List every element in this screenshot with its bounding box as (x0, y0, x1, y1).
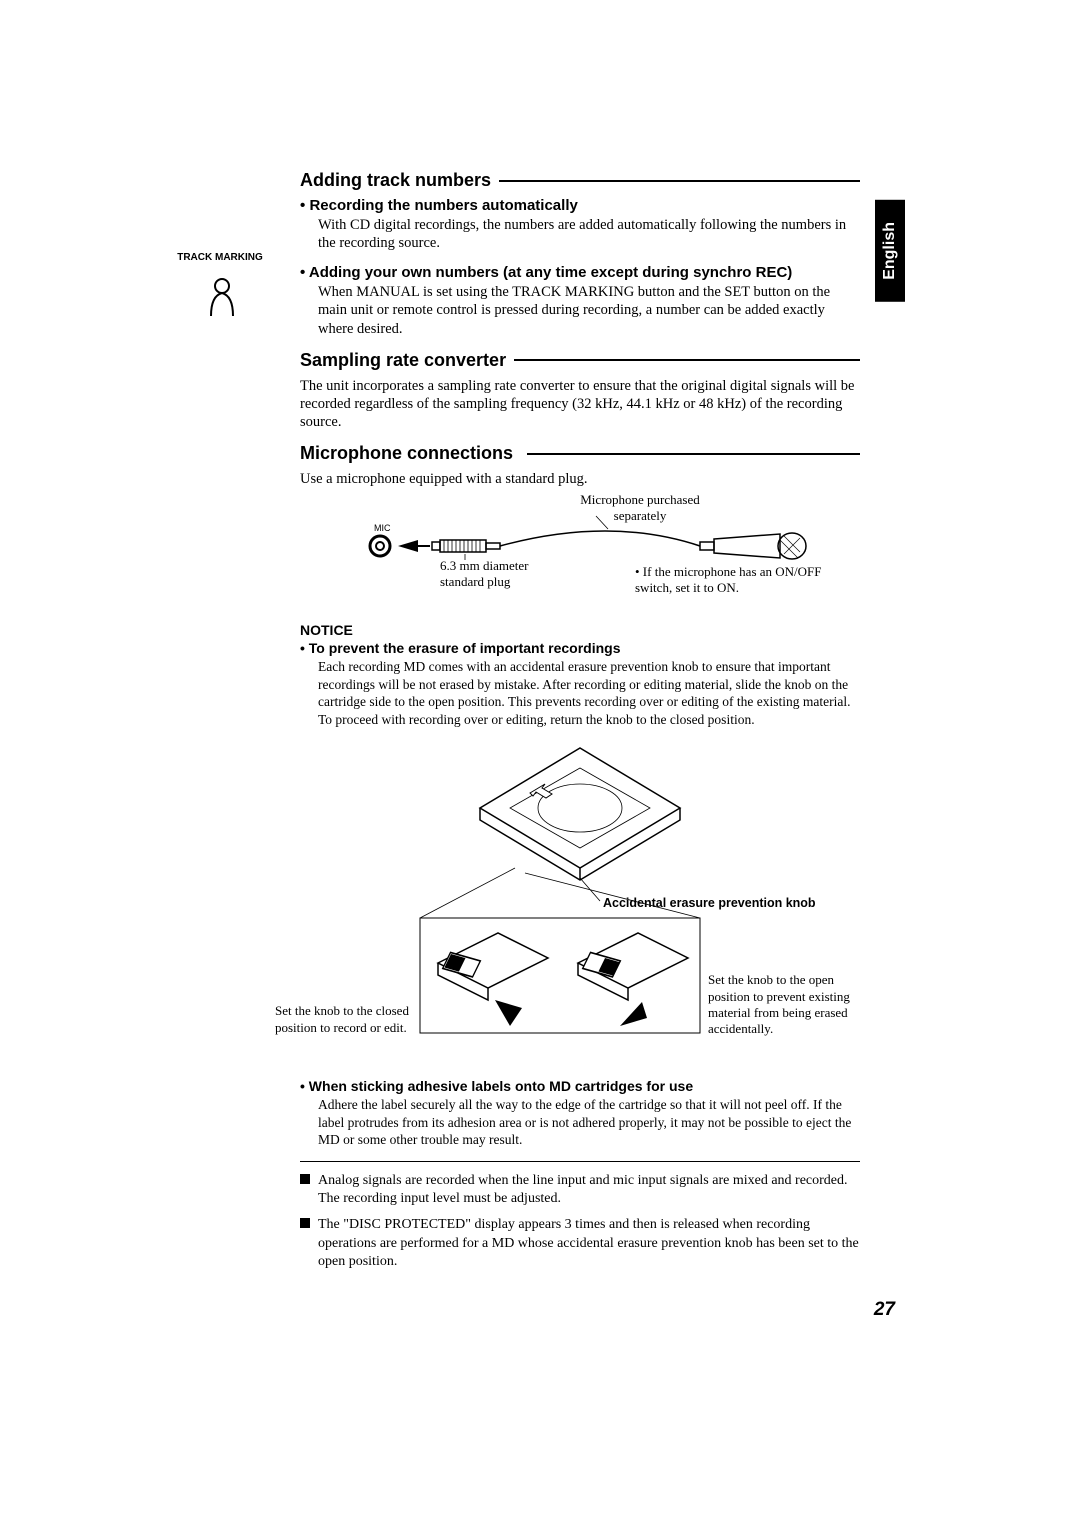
divider (300, 1161, 860, 1162)
heading-mic: Microphone connections (300, 443, 860, 464)
right-note: Set the knob to the open position to pre… (708, 972, 863, 1037)
body-mic: Use a microphone equipped with a standar… (300, 470, 860, 488)
bullet: • (300, 640, 305, 656)
heading-text: Adding track numbers (300, 170, 491, 191)
body-own: When MANUAL is set using the TRACK MARKI… (318, 283, 860, 337)
sub-heading-text: Recording the numbers automatically (309, 197, 577, 214)
notice-heading: NOTICE (300, 622, 860, 638)
heading-sampling: Sampling rate converter (300, 350, 860, 371)
page-number: 27 (874, 1299, 895, 1321)
callout-mic-top: Microphone purchased separately (560, 492, 720, 525)
body-auto: With CD digital recordings, the numbers … (318, 216, 860, 252)
mic-diagram: MIC (360, 496, 860, 606)
heading-text: Microphone connections (300, 443, 513, 464)
footnote-1-text: Analog signals are recorded when the lin… (318, 1173, 848, 1206)
sub-heading-auto: • Recording the numbers automatically (300, 197, 860, 214)
square-bullet-icon (300, 1174, 310, 1184)
heading-text: Sampling rate converter (300, 350, 506, 371)
callout-plug: 6.3 mm diameter standard plug (440, 558, 560, 591)
body-erasure: Each recording MD comes with an accident… (318, 658, 860, 728)
heading-rule (514, 359, 860, 361)
sub-heading-text: To prevent the erasure of important reco… (309, 640, 621, 656)
callout-switch: • If the microphone has an ON/OFF switch… (635, 564, 835, 597)
body-labels: Adhere the label securely all the way to… (318, 1096, 860, 1149)
mic-jack-label: MIC (374, 523, 391, 533)
heading-rule (527, 453, 860, 455)
knob-label: Accidental erasure prevention knob (603, 896, 816, 910)
heading-adding-track: Adding track numbers (300, 170, 860, 191)
page-content: TRACK MARKING Adding track numbers • Rec… (180, 170, 860, 1279)
footnote-1: Analog signals are recorded when the lin… (318, 1172, 860, 1208)
bullet: • (300, 197, 305, 214)
sub-heading-text: Adding your own numbers (at any time exc… (309, 264, 792, 281)
sub-heading-erasure: • To prevent the erasure of important re… (300, 640, 860, 656)
heading-rule (499, 180, 860, 182)
md-diagram: Accidental erasure prevention knob Set t… (300, 738, 860, 1068)
track-marking-label: TRACK MARKING (175, 252, 265, 263)
body-sampling: The unit incorporates a sampling rate co… (300, 377, 860, 431)
sub-heading-labels: • When sticking adhesive labels onto MD … (300, 1078, 860, 1094)
square-bullet-icon (300, 1218, 310, 1228)
language-tab: English (875, 200, 905, 302)
footnote-2: The "DISC PROTECTED" display appears 3 t… (318, 1216, 860, 1271)
track-marking-icon (205, 278, 239, 318)
bullet: • (300, 264, 305, 281)
footnote-2-text: The "DISC PROTECTED" display appears 3 t… (318, 1217, 859, 1268)
sub-heading-text: When sticking adhesive labels onto MD ca… (309, 1078, 693, 1094)
sub-heading-own: • Adding your own numbers (at any time e… (300, 264, 860, 281)
left-note: Set the knob to the closed position to r… (275, 1003, 425, 1036)
bullet: • (300, 1078, 305, 1094)
